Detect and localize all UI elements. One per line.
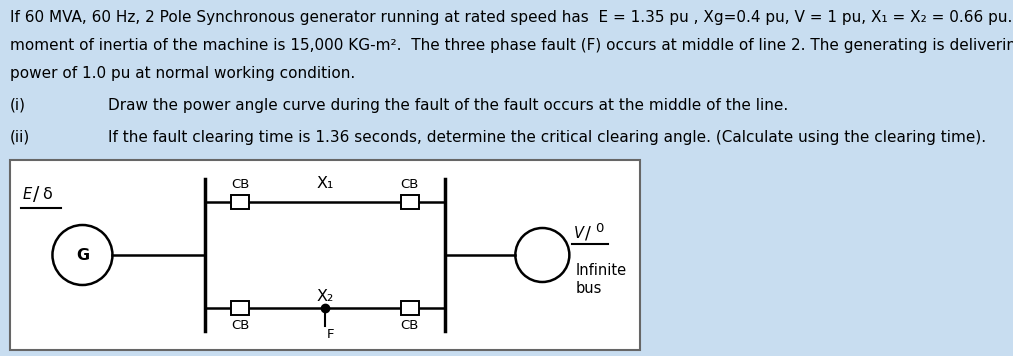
Text: /: /: [586, 224, 592, 242]
Bar: [10, 160, 640, 350]
Bar: [231, 301, 249, 315]
Text: (ii): (ii): [10, 130, 30, 145]
Text: X₂: X₂: [316, 289, 333, 304]
Text: F: F: [327, 328, 334, 341]
Text: Infinite: Infinite: [575, 263, 626, 278]
Text: X₁: X₁: [316, 176, 333, 191]
Text: (i): (i): [10, 98, 26, 113]
Text: 0: 0: [596, 222, 604, 236]
Ellipse shape: [516, 228, 569, 282]
Bar: [401, 301, 418, 315]
Text: δ: δ: [43, 187, 53, 202]
Text: E: E: [22, 187, 31, 202]
Bar: [231, 195, 249, 209]
Text: CB: CB: [231, 319, 249, 332]
Ellipse shape: [53, 225, 112, 285]
Text: CB: CB: [400, 319, 419, 332]
Text: If the fault clearing time is 1.36 seconds, determine the critical clearing angl: If the fault clearing time is 1.36 secon…: [108, 130, 986, 145]
Text: Draw the power angle curve during the fault of the fault occurs at the middle of: Draw the power angle curve during the fa…: [108, 98, 788, 113]
Text: If 60 MVA, 60 Hz, 2 Pole Synchronous generator running at rated speed has  E = 1: If 60 MVA, 60 Hz, 2 Pole Synchronous gen…: [10, 10, 1013, 25]
Text: V: V: [574, 225, 585, 241]
Text: CB: CB: [231, 178, 249, 191]
Text: G: G: [76, 247, 89, 262]
Text: /: /: [32, 185, 38, 204]
Text: bus: bus: [575, 281, 602, 296]
Bar: [401, 195, 418, 209]
Text: moment of inertia of the machine is 15,000 KG-m².  The three phase fault (F) occ: moment of inertia of the machine is 15,0…: [10, 38, 1013, 53]
Text: power of 1.0 pu at normal working condition.: power of 1.0 pu at normal working condit…: [10, 66, 356, 81]
Text: CB: CB: [400, 178, 419, 191]
